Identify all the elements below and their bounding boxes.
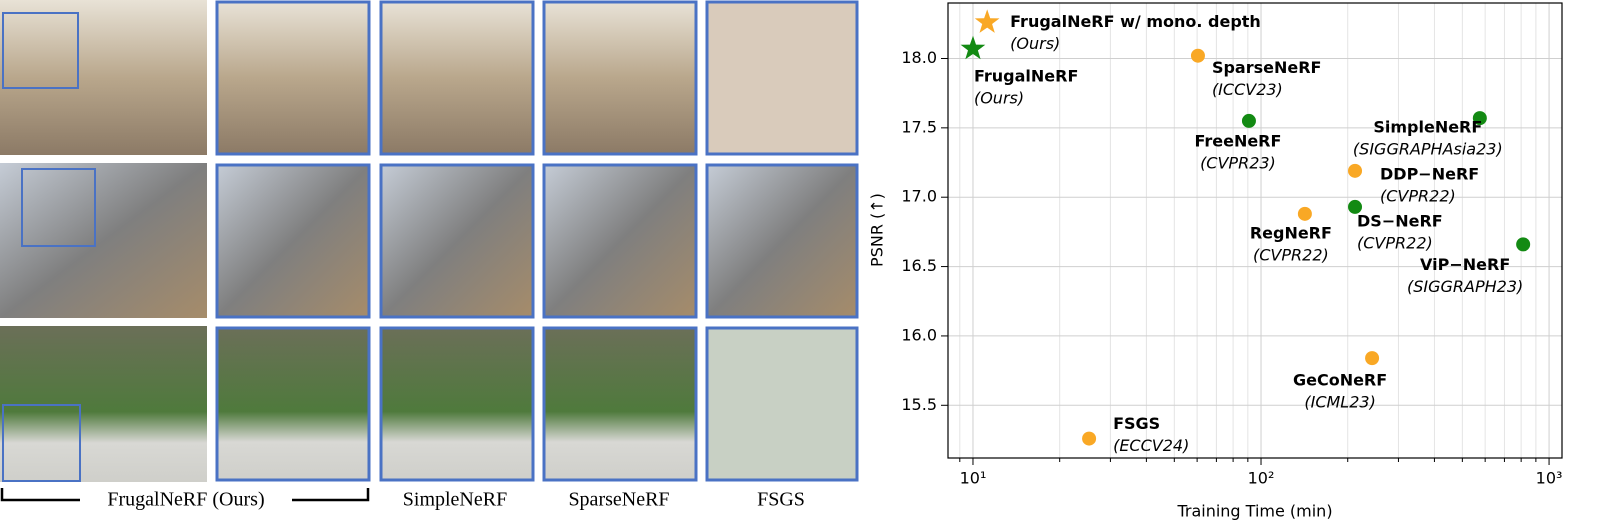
image <box>0 163 207 318</box>
image <box>379 326 535 482</box>
point-sublabel: (Ours) <box>1010 34 1060 53</box>
image <box>542 326 698 482</box>
image <box>705 163 859 319</box>
point-sublabel: (Ours) <box>974 88 1024 107</box>
point-label: FrugalNeRF <box>974 66 1078 85</box>
image <box>705 0 859 156</box>
bracket <box>0 488 370 502</box>
point <box>1348 163 1363 178</box>
y-tick-label: 18.0 <box>901 48 937 67</box>
point-label: FSGS <box>1113 414 1160 433</box>
chart: Training Time (min) PSNR (↑) 10¹ 10² 10³ 15… <box>868 2 1563 521</box>
point-label: RegNeRF <box>1250 223 1332 242</box>
y-tick-label: 16.5 <box>901 256 937 275</box>
point-label: FrugalNeRF w/ mono. depth <box>1010 12 1261 31</box>
point-sublabel: (ICML23) <box>1304 393 1375 412</box>
image <box>542 0 698 156</box>
point-sublabel: (SIGGRAPH23) <box>1407 277 1523 296</box>
y-tick-label: 16.0 <box>901 325 937 344</box>
point <box>1082 431 1097 446</box>
point-sublabel: (CVPR22) <box>1253 245 1329 264</box>
point <box>1297 206 1312 221</box>
point-sublabel: (CVPR22) <box>1380 186 1456 205</box>
image <box>215 326 371 482</box>
y-tick-label: 17.5 <box>901 117 937 136</box>
point <box>1365 351 1380 366</box>
plot-frame <box>947 2 1563 459</box>
point <box>1516 237 1531 252</box>
crop-box <box>2 12 79 89</box>
y-axis-label: PSNR (↑) <box>868 193 887 267</box>
panel-label: FrugalNeRF (Ours) <box>107 489 264 511</box>
star-marker <box>974 9 1000 33</box>
y-tick-label: 17.0 <box>901 187 937 206</box>
point-sublabel: (CVPR22) <box>1357 233 1433 252</box>
point <box>1472 111 1487 126</box>
x-axis-label: Training Time (min) <box>1176 502 1332 521</box>
point-label: FreeNeRF <box>1194 131 1281 150</box>
image-grid: FrugalNeRF (Ours) SimpleNeRF SparseNeRF … <box>0 0 859 511</box>
crop-box <box>21 168 96 247</box>
image <box>0 0 207 155</box>
image <box>542 163 698 319</box>
x-tick-label: 10¹ <box>960 469 987 488</box>
point-label: SimpleNeRF <box>1373 118 1482 137</box>
point-label: ViP−NeRF <box>1420 255 1510 274</box>
image <box>705 326 859 482</box>
point-label: DS−NeRF <box>1357 211 1443 230</box>
image <box>215 163 371 319</box>
image <box>215 0 371 156</box>
point <box>1241 113 1256 128</box>
image <box>379 163 535 319</box>
panel-label: SparseNeRF <box>568 489 669 511</box>
star-marker <box>960 35 986 60</box>
crop-box <box>2 404 81 482</box>
panel-label: SimpleNeRF <box>403 489 507 511</box>
point-label: SparseNeRF <box>1212 58 1322 77</box>
point-label: DDP−NeRF <box>1380 164 1479 183</box>
image <box>379 0 535 156</box>
point-sublabel: (ECCV24) <box>1113 436 1189 455</box>
point-sublabel: (SIGGRAPHAsia23) <box>1353 140 1503 159</box>
point <box>1190 48 1205 63</box>
y-tick-label: 15.5 <box>901 395 937 414</box>
panel-label: FSGS <box>757 489 805 511</box>
point-sublabel: (CVPR23) <box>1200 153 1276 172</box>
point-label: GeCoNeRF <box>1293 371 1387 390</box>
point <box>1348 199 1363 214</box>
point-sublabel: (ICCV23) <box>1212 80 1283 99</box>
x-tick-label: 10³ <box>1536 469 1563 488</box>
x-tick-label: 10² <box>1248 469 1275 488</box>
